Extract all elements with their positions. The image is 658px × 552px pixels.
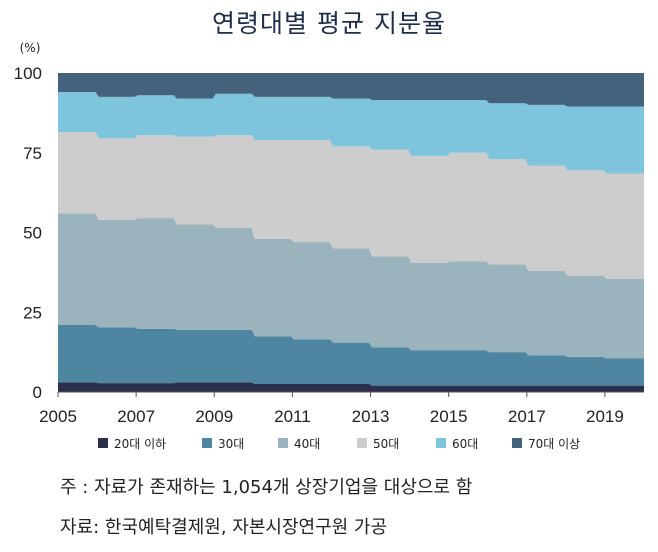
legend-label-5: 60대 [452,437,478,451]
area-series-2 [58,325,644,386]
legend-label-4: 50대 [373,437,399,451]
y-tick-label: 100 [14,64,42,83]
area-series-group [58,73,644,392]
legend-label-6: 70대 이상 [528,437,580,451]
y-tick-label: 0 [33,383,42,402]
axes-group: 0 25 50 75 100 2005 2007 2009 2011 2013 2015 2017 20… [14,64,644,426]
area-series-3 [58,213,644,359]
legend-swatch-1 [98,438,108,448]
legend-label-3: 40대 [294,437,320,451]
legend-swatch-3 [278,438,288,448]
y-axis-unit-label: (%) [20,41,41,55]
legend-label-2: 30대 [218,437,244,451]
x-tick-label: 2013 [352,407,390,426]
area-series-1 [58,382,644,392]
x-tick-label: 2017 [508,407,546,426]
x-tick-label: 2015 [430,407,468,426]
area-series-6 [58,73,644,107]
area-series-5 [58,92,644,174]
x-tick-label: 2011 [274,407,311,426]
legend-swatch-6 [512,438,522,448]
x-tick-label: 2019 [586,407,624,426]
source-note: 자료: 한국예탁결제원, 자본시장연구원 가공 [60,517,388,538]
chart-title: 연령대별 평균 지분율 [212,9,446,38]
legend-label-1: 20대 이하 [114,437,166,451]
footnote: 주 : 자료가 존재하는 1,054개 상장기업을 대상으로 함 [60,477,473,498]
x-tick-label: 2005 [39,407,77,426]
legend-swatch-5 [436,438,446,448]
legend-swatch-2 [202,438,212,448]
x-tick-label: 2009 [195,407,233,426]
x-tick-label: 2007 [117,407,155,426]
y-tick-label: 75 [23,144,42,163]
area-series-4 [58,132,644,279]
y-tick-label: 50 [23,224,42,243]
y-tick-label: 25 [23,303,42,322]
legend-swatch-4 [357,438,367,448]
legend: 20대 이하 30대 40대 50대 60대 70대 이상 [98,437,580,451]
